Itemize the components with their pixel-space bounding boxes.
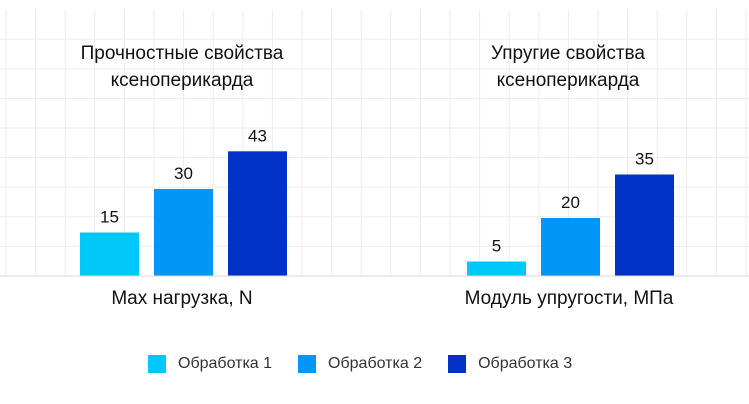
data-label-2-3: 35 [635,150,654,169]
data-label-1-3: 43 [248,126,267,145]
bar-1-1 [80,232,139,276]
legend: Обработка 1 Обработка 2 Обработка 3 [148,355,572,373]
bar-2-2 [541,218,600,276]
chart-1-title: Прочностные свойства ксеноперикарда [32,40,332,94]
legend-swatch [298,355,317,373]
data-label-1-2: 30 [174,164,193,183]
chart-2-title: Упругие свойства ксеноперикарда [418,40,718,94]
chart-2-title-line-2: ксеноперикарда [496,70,640,91]
bar-1-2 [154,189,213,276]
chart-1-xlabel: Max нагрузка, N [111,288,253,309]
legend-swatch [448,355,467,373]
chart-2-title-line-1: Упругие свойства [491,43,645,64]
legend-label: Обработка 1 [178,355,273,372]
data-label-2-1: 5 [492,237,501,256]
bar-1-3 [228,151,287,276]
legend-item: Обработка 2 [298,355,422,373]
chart-2-xlabel: Модуль упругости, МПа [464,288,674,309]
bar-2-3 [615,174,674,276]
legend-item: Обработка 1 [148,355,272,373]
legend-label: Обработка 3 [478,355,573,372]
legend-label: Обработка 2 [328,355,423,372]
data-label-1-1: 15 [100,208,119,227]
bar-2-1 [467,261,526,276]
background-grid [0,10,749,277]
bars-group: 15 30 43 5 20 35 [80,126,674,276]
legend-swatch [148,355,166,373]
legend-item: Обработка 3 [448,355,572,373]
chart-1-title-line-2: ксеноперикарда [110,70,254,91]
data-label-2-2: 20 [561,193,580,212]
chart-1-title-line-1: Прочностные свойства [80,43,284,64]
